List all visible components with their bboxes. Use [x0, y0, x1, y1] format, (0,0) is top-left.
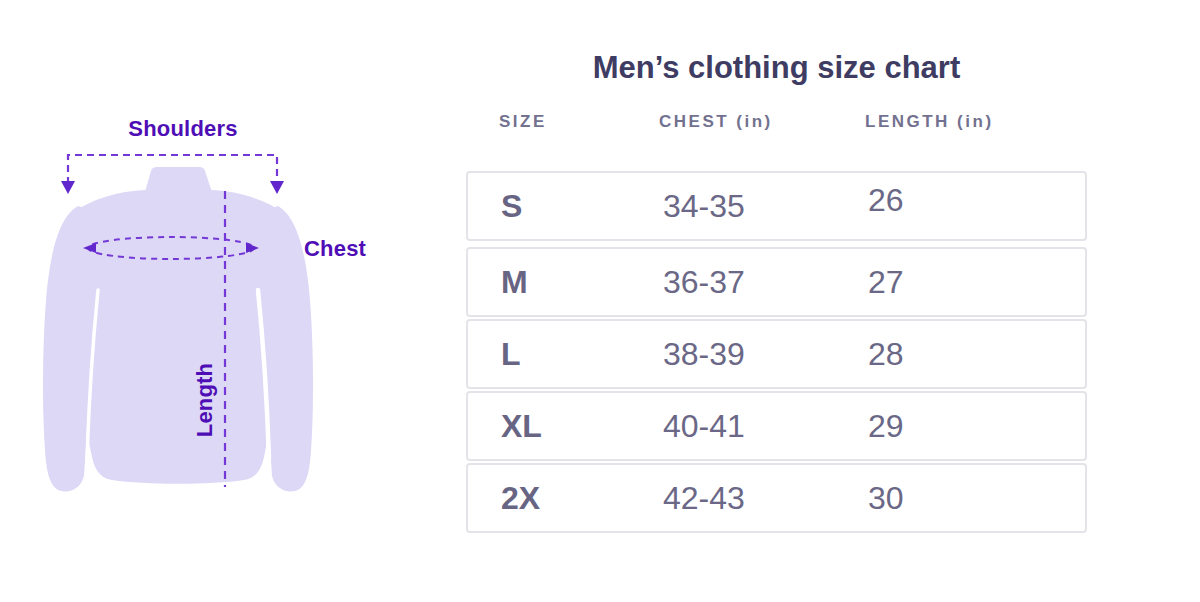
- table-row: 2X 42-43 30: [466, 463, 1087, 533]
- length-value: 28: [868, 336, 904, 373]
- size-value: L: [501, 336, 521, 373]
- column-header-length: LENGTH (in): [865, 112, 994, 132]
- size-value: XL: [501, 408, 542, 445]
- size-chart-infographic: Shoulders Chest Length Men’s clothing si…: [0, 0, 1200, 602]
- shoulders-label: Shoulders: [68, 116, 298, 142]
- arrow-down-left-icon: [61, 181, 75, 194]
- shirt-illustration: [0, 0, 460, 602]
- length-value: 29: [868, 408, 904, 445]
- column-header-chest: CHEST (in): [659, 112, 773, 132]
- length-value: 30: [868, 480, 904, 517]
- length-value: 26: [868, 182, 904, 219]
- table-row: XL 40-41 29: [466, 391, 1087, 461]
- arrow-down-right-icon: [270, 181, 284, 194]
- shirt-measurement-diagram: Shoulders Chest Length: [0, 0, 460, 602]
- table-row: M 36-37 27: [466, 247, 1087, 317]
- table-row: S 34-35 26: [466, 171, 1087, 241]
- size-value: S: [501, 188, 522, 225]
- page-title: Men’s clothing size chart: [466, 50, 1087, 86]
- column-header-size: SIZE: [499, 112, 547, 132]
- length-value: 27: [868, 264, 904, 301]
- chest-value: 38-39: [663, 336, 745, 373]
- chest-value: 36-37: [663, 264, 745, 301]
- chest-value: 42-43: [663, 480, 745, 517]
- chest-value: 34-35: [663, 188, 745, 225]
- size-value: M: [501, 264, 528, 301]
- table-header-row: SIZE CHEST (in) LENGTH (in): [466, 112, 1087, 136]
- chest-value: 40-41: [663, 408, 745, 445]
- table-row: L 38-39 28: [466, 319, 1087, 389]
- shirt-collar: [145, 167, 212, 192]
- size-value: 2X: [501, 480, 540, 517]
- chest-label: Chest: [304, 236, 366, 262]
- shirt-torso: [71, 190, 286, 484]
- size-chart-table: Men’s clothing size chart SIZE CHEST (in…: [466, 0, 1087, 602]
- length-label: Length: [192, 363, 218, 438]
